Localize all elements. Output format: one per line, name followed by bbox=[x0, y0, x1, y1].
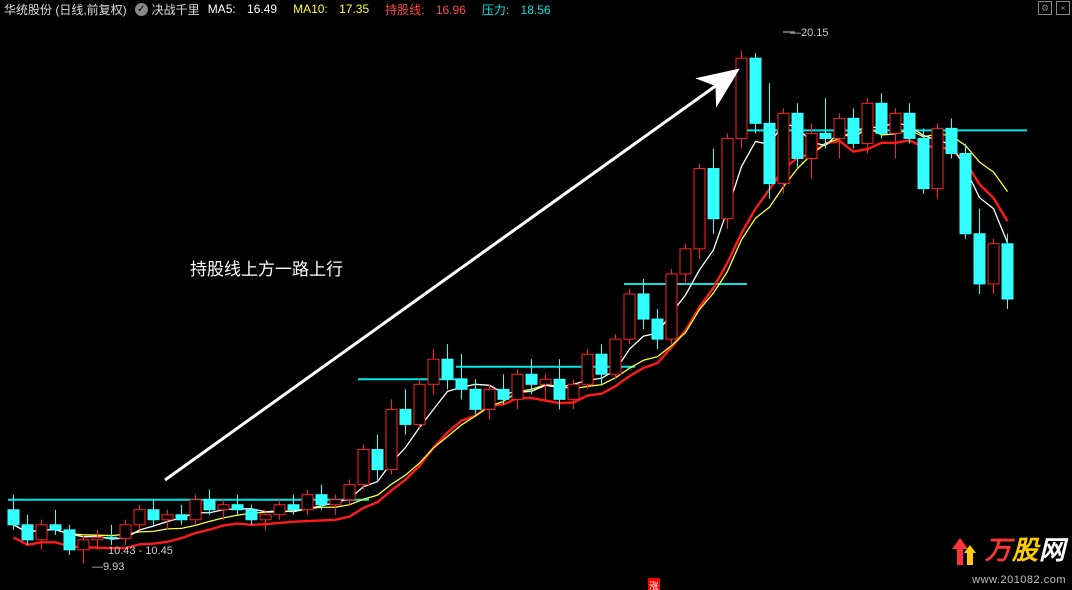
watermark-url: www.201082.com bbox=[949, 574, 1067, 586]
candlestick-chart[interactable] bbox=[0, 0, 1072, 590]
hold-line-indicator: 持股线: 16.96 bbox=[385, 1, 474, 18]
settings-icon[interactable]: ⚙ bbox=[1038, 1, 1052, 15]
arrow-up-icon bbox=[949, 535, 979, 574]
watermark: 万股网 www.201082.com bbox=[949, 530, 1067, 586]
low-range-label: 10.43 - 10.45 bbox=[108, 545, 173, 557]
watermark-brand: 万股网 bbox=[985, 535, 1066, 565]
chart-header: 华统股份 (日线,前复权) ✓ 决战千里 MA5: 16.49 MA10: 17… bbox=[0, 0, 1072, 18]
high-price-label: —20.15 bbox=[790, 27, 829, 39]
low-price-label: —9.93 bbox=[92, 561, 124, 573]
strategy-name: 决战千里 bbox=[152, 1, 200, 18]
close-icon[interactable]: × bbox=[1056, 1, 1070, 15]
ma10-indicator: MA10: 17.35 bbox=[293, 2, 377, 16]
annotation-text: 持股线上方一路上行 bbox=[190, 255, 343, 280]
pressure-indicator: 压力: 18.56 bbox=[482, 1, 559, 18]
stock-title: 华统股份 (日线,前复权) bbox=[4, 1, 127, 18]
stock-chart-panel: 华统股份 (日线,前复权) ✓ 决战千里 MA5: 16.49 MA10: 17… bbox=[0, 0, 1072, 590]
chart-controls: ⚙ × bbox=[1038, 1, 1070, 15]
rise-marker: 涨 bbox=[648, 578, 660, 590]
ma5-indicator: MA5: 16.49 bbox=[208, 2, 285, 16]
check-icon: ✓ bbox=[135, 3, 148, 16]
